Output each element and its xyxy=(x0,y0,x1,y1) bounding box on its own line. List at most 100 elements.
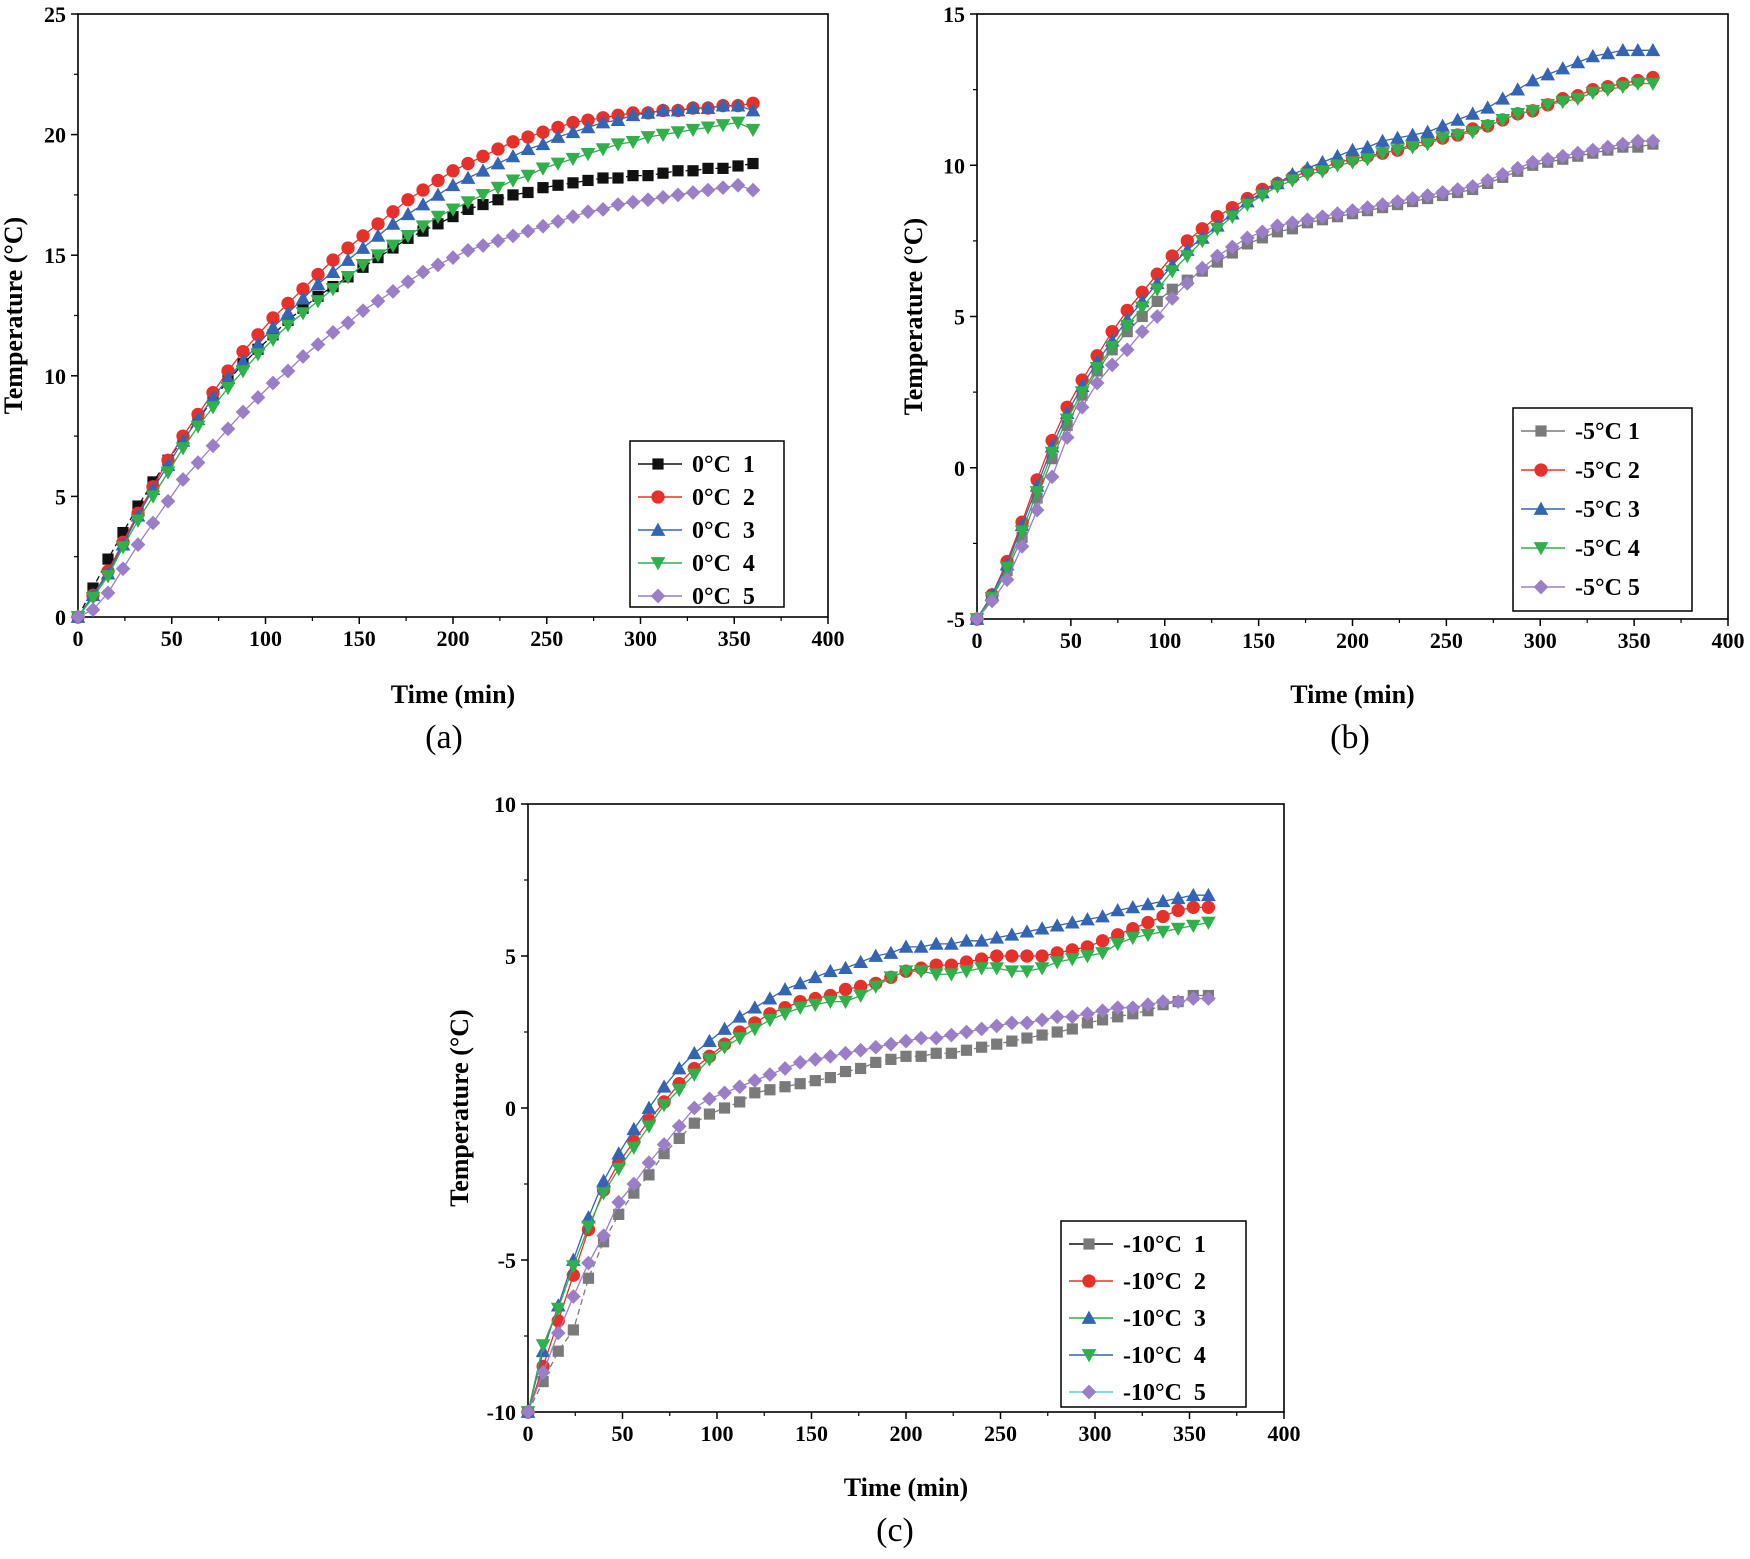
legend-marker xyxy=(1082,1274,1096,1288)
data-point xyxy=(581,1255,596,1271)
data-point xyxy=(596,1228,611,1244)
data-point xyxy=(145,490,161,504)
data-point xyxy=(385,284,401,299)
data-point xyxy=(1285,174,1300,188)
series-5 xyxy=(969,133,1661,627)
series-line xyxy=(527,906,1209,1413)
data-point xyxy=(671,1061,687,1075)
data-point xyxy=(944,968,959,982)
data-point xyxy=(974,933,989,947)
data-point xyxy=(1240,198,1255,212)
legend-label: 0°C 4 xyxy=(692,551,755,577)
data-point xyxy=(1194,234,1210,249)
data-point xyxy=(295,307,311,321)
data-point xyxy=(734,1096,746,1108)
data-point xyxy=(461,156,475,171)
data-point xyxy=(703,1108,716,1120)
data-point xyxy=(626,1141,642,1155)
data-point xyxy=(762,1067,778,1082)
data-point xyxy=(718,1102,731,1114)
data-point xyxy=(1141,915,1155,930)
data-point xyxy=(1201,916,1216,930)
x-axis-label: Time (min) xyxy=(391,680,515,709)
data-point xyxy=(613,1208,625,1220)
x-tick-label: 50 xyxy=(161,626,183,651)
data-point xyxy=(385,216,401,230)
y-tick-label: 15 xyxy=(943,2,965,27)
data-point xyxy=(415,197,431,211)
data-point xyxy=(446,164,460,178)
data-point xyxy=(1510,160,1526,176)
x-tick-label: 200 xyxy=(1336,628,1369,653)
data-point xyxy=(610,138,626,152)
data-point xyxy=(415,220,431,234)
data-point xyxy=(1420,138,1435,152)
data-point xyxy=(250,337,266,351)
data-point xyxy=(1585,49,1601,63)
data-point xyxy=(1270,218,1285,234)
data-point xyxy=(717,1021,732,1035)
data-point xyxy=(1360,153,1375,167)
data-point xyxy=(1480,120,1496,134)
data-point xyxy=(175,442,191,456)
data-point xyxy=(205,390,221,404)
data-point xyxy=(265,320,281,334)
data-point xyxy=(974,1021,989,1037)
data-point xyxy=(581,1220,596,1234)
data-point xyxy=(686,1068,702,1082)
data-point xyxy=(535,1365,551,1380)
data-point xyxy=(445,250,461,265)
data-point xyxy=(1019,965,1035,979)
data-point xyxy=(655,189,671,205)
data-point xyxy=(160,466,176,480)
data-point xyxy=(1285,215,1300,231)
data-point xyxy=(1120,303,1134,318)
data-point xyxy=(700,121,716,135)
data-point xyxy=(475,238,491,253)
data-point xyxy=(900,1050,912,1062)
data-point xyxy=(990,949,1004,963)
data-point xyxy=(1630,77,1646,91)
data-point xyxy=(1125,900,1141,914)
data-point xyxy=(702,1091,717,1107)
data-point xyxy=(582,1272,595,1284)
data-point xyxy=(1014,525,1030,539)
data-point xyxy=(1005,949,1019,963)
data-point xyxy=(883,1036,899,1052)
panel-caption: (a) xyxy=(425,719,463,756)
y-tick-label: 0 xyxy=(505,1096,516,1121)
data-point xyxy=(1300,212,1315,228)
data-point xyxy=(702,162,714,174)
data-point xyxy=(1201,887,1216,902)
data-point xyxy=(656,1137,672,1152)
data-point xyxy=(1525,104,1541,119)
x-tick-label: 250 xyxy=(984,1421,1017,1446)
data-point xyxy=(1345,142,1360,157)
data-point xyxy=(670,187,686,203)
legend-label: 0°C 5 xyxy=(692,584,755,610)
data-point xyxy=(566,115,580,130)
chart-panel-1: 0 50 100 150 200 250 300 350 400 0 5 10 15 20 25 Time (… xyxy=(0,2,845,756)
y-tick-label: 10 xyxy=(494,792,516,817)
data-point xyxy=(1140,997,1156,1012)
data-point xyxy=(235,404,251,420)
data-point xyxy=(371,217,385,231)
data-point xyxy=(535,162,551,176)
legend-label: -10°C 1 xyxy=(1123,1232,1206,1258)
data-point xyxy=(522,186,534,199)
data-point xyxy=(1360,200,1375,215)
data-point xyxy=(1201,991,1216,1006)
data-point xyxy=(610,197,626,212)
data-point xyxy=(1209,222,1225,237)
data-point xyxy=(611,1146,627,1160)
data-point xyxy=(310,276,326,291)
data-point xyxy=(130,537,146,552)
data-point xyxy=(430,257,446,273)
data-point xyxy=(999,572,1015,588)
data-point xyxy=(1390,130,1405,144)
legend-marker xyxy=(650,588,666,604)
data-point xyxy=(266,311,280,325)
legend-label: 0°C 2 xyxy=(692,485,755,511)
data-point xyxy=(1170,922,1186,936)
data-point xyxy=(416,183,430,197)
